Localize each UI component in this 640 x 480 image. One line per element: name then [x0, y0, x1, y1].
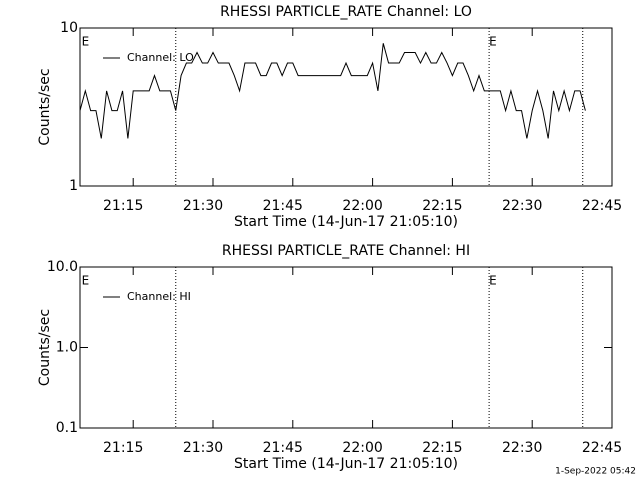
y-axis-label: Counts/sec — [37, 309, 53, 386]
x-tick-label: 22:15 — [422, 198, 462, 214]
event-flag: E — [82, 35, 90, 49]
footer-date: 1-Sep-2022 05:42 — [555, 467, 636, 477]
data-line — [79, 43, 586, 139]
plot-frame — [79, 27, 613, 187]
event-flag: E — [489, 274, 497, 288]
legend-label: Channel: HI — [127, 290, 191, 303]
x-tick-label: 22:00 — [342, 198, 382, 214]
y-axis-label: Counts/sec — [37, 68, 53, 145]
event-flag: E — [489, 35, 497, 49]
y-tick-label: 1.0 — [56, 340, 78, 356]
x-axis-label: Start Time (14-Jun-17 21:05:10) — [234, 214, 458, 230]
x-tick-label: 21:45 — [263, 440, 303, 456]
x-tick-label: 22:30 — [502, 440, 542, 456]
x-tick-label: 22:00 — [342, 440, 382, 456]
x-axis-label: Start Time (14-Jun-17 21:05:10) — [234, 456, 458, 472]
y-tick-label: 10 — [60, 20, 78, 36]
x-tick-label: 21:15 — [103, 198, 143, 214]
chart-title: RHESSI PARTICLE_RATE Channel: LO — [220, 4, 472, 20]
x-tick-label: 22:45 — [582, 440, 622, 456]
legend-label: Channel: LO — [127, 51, 194, 64]
y-tick-label: 1 — [69, 178, 78, 194]
x-tick-label: 22:30 — [502, 198, 542, 214]
chart-title: RHESSI PARTICLE_RATE Channel: HI — [222, 243, 470, 259]
x-tick-label: 21:45 — [263, 198, 303, 214]
x-tick-label: 22:15 — [422, 440, 462, 456]
event-flag: E — [82, 274, 90, 288]
y-tick-label: 10.0 — [47, 259, 78, 275]
x-tick-label: 22:45 — [582, 198, 622, 214]
y-tick-label: 0.1 — [56, 420, 78, 436]
x-tick-label: 21:15 — [103, 440, 143, 456]
x-tick-label: 21:30 — [183, 198, 223, 214]
x-tick-label: 21:30 — [183, 440, 223, 456]
